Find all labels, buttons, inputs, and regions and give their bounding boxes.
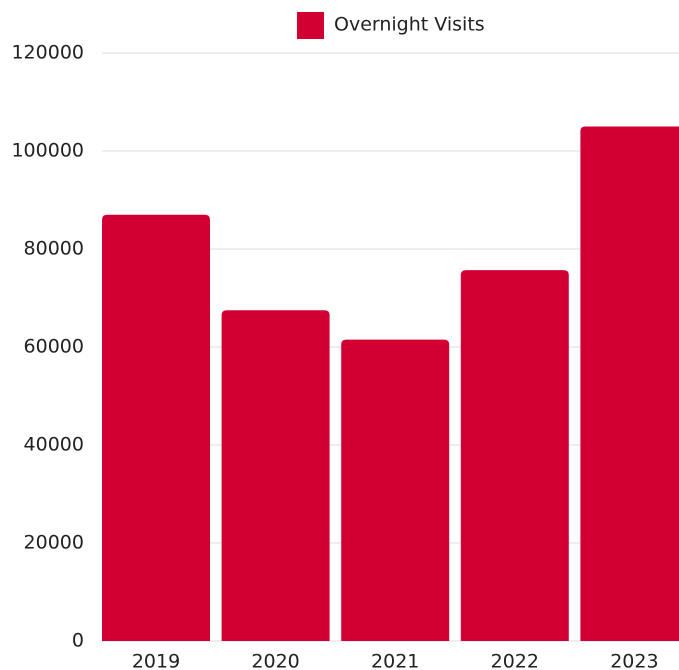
y-tick-label: 80000 <box>24 238 84 260</box>
legend-swatch <box>297 12 324 39</box>
bar <box>341 339 450 641</box>
y-tick-label: 60000 <box>24 336 84 358</box>
legend: Overnight Visits <box>297 12 485 39</box>
bar <box>580 126 679 641</box>
x-tick-label: 2019 <box>132 651 180 670</box>
bar <box>102 214 210 641</box>
bar <box>221 310 330 641</box>
x-tick-label: 2021 <box>371 651 419 670</box>
y-tick-label: 100000 <box>11 140 84 162</box>
y-tick-label: 120000 <box>11 42 84 64</box>
x-tick-label: 2020 <box>251 651 299 670</box>
y-tick-label: 40000 <box>24 434 84 456</box>
labels: 0 20000 40000 60000 80000 100000 120000 2019 202… <box>11 42 658 670</box>
x-tick-label: 2022 <box>491 651 539 670</box>
y-tick-label: 0 <box>72 630 84 652</box>
bars <box>102 126 679 641</box>
legend-label: Overnight Visits <box>334 14 485 36</box>
y-tick-label: 20000 <box>24 532 84 554</box>
x-tick-label: 2023 <box>610 651 658 670</box>
bar <box>460 270 569 641</box>
